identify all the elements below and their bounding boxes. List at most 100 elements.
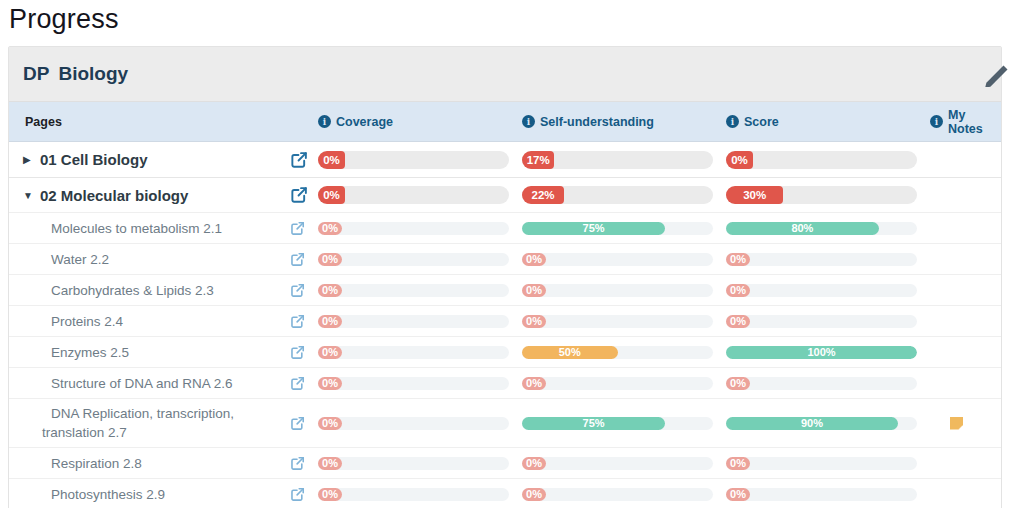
external-link-icon[interactable] bbox=[290, 283, 305, 298]
column-header-score: i Score bbox=[726, 115, 930, 129]
open-page-cell bbox=[290, 314, 318, 329]
external-link-icon[interactable] bbox=[290, 376, 305, 391]
score-progress-fill: 0% bbox=[726, 284, 750, 297]
page-name-cell[interactable]: ▶01 Cell Biology bbox=[9, 151, 290, 168]
coverage-cell: 0% bbox=[318, 315, 522, 328]
self-understanding-cell: 75% bbox=[522, 417, 726, 430]
external-link-glyph bbox=[290, 252, 305, 267]
self-understanding-progress-fill: 22% bbox=[522, 186, 564, 204]
external-link-icon[interactable] bbox=[290, 314, 305, 329]
open-page-cell bbox=[290, 416, 318, 431]
progress-value-label: 0% bbox=[730, 253, 746, 265]
coverage-progress-track: 0% bbox=[318, 284, 509, 297]
score-cell: 100% bbox=[726, 346, 930, 359]
self-understanding-progress-fill: 0% bbox=[522, 488, 546, 501]
coverage-progress-track: 0% bbox=[318, 377, 509, 390]
external-link-icon[interactable] bbox=[290, 487, 305, 502]
external-link-glyph bbox=[290, 186, 308, 204]
score-cell: 0% bbox=[726, 151, 930, 169]
self-understanding-progress-fill: 17% bbox=[522, 151, 554, 169]
self-understanding-cell: 22% bbox=[522, 186, 726, 204]
page-name-label: Enzymes 2.5 bbox=[51, 345, 129, 360]
self-understanding-progress-fill: 0% bbox=[522, 315, 546, 328]
info-icon[interactable]: i bbox=[318, 115, 331, 128]
score-progress-fill: 0% bbox=[726, 457, 750, 470]
coverage-progress-track: 0% bbox=[318, 222, 509, 235]
coverage-cell: 0% bbox=[318, 417, 522, 430]
page-name-label: Structure of DNA and RNA 2.6 bbox=[51, 376, 233, 391]
coverage-cell: 0% bbox=[318, 346, 522, 359]
external-link-icon[interactable] bbox=[290, 345, 305, 360]
external-link-glyph bbox=[290, 345, 305, 360]
score-progress-fill: 0% bbox=[726, 253, 750, 266]
collapse-arrow-icon[interactable]: ▼ bbox=[23, 190, 33, 201]
self-understanding-progress-track: 22% bbox=[522, 186, 713, 204]
open-page-cell bbox=[290, 252, 318, 267]
external-link-icon[interactable] bbox=[290, 416, 305, 431]
coverage-cell: 0% bbox=[318, 253, 522, 266]
external-link-icon[interactable] bbox=[290, 456, 305, 471]
progress-value-label: 75% bbox=[583, 222, 605, 234]
note-icon[interactable] bbox=[950, 417, 963, 430]
external-link-icon[interactable] bbox=[290, 252, 305, 267]
coverage-progress-track: 0% bbox=[318, 457, 509, 470]
coverage-progress-track: 0% bbox=[318, 488, 509, 501]
info-icon[interactable]: i bbox=[726, 115, 739, 128]
pencil-icon bbox=[982, 61, 1008, 87]
external-link-glyph bbox=[290, 376, 305, 391]
table-body: ▶01 Cell Biology0%17%0%▼02 Molecular bio… bbox=[9, 142, 1001, 508]
external-link-glyph bbox=[290, 314, 305, 329]
self-understanding-cell: 17% bbox=[522, 151, 726, 169]
self-understanding-progress-fill: 50% bbox=[522, 346, 618, 359]
info-icon[interactable]: i bbox=[522, 115, 535, 128]
page-row: Respiration 2.80%0%0% bbox=[9, 447, 1001, 478]
score-progress-track: 0% bbox=[726, 377, 917, 390]
score-progress-track: 100% bbox=[726, 346, 917, 359]
score-cell: 0% bbox=[726, 284, 930, 297]
progress-value-label: 0% bbox=[730, 284, 746, 296]
page-name-label: Molecules to metabolism 2.1 bbox=[51, 221, 222, 236]
external-link-icon[interactable] bbox=[290, 186, 308, 204]
edit-pencil-icon[interactable] bbox=[982, 61, 1008, 87]
coverage-cell: 0% bbox=[318, 284, 522, 297]
course-name: Biology bbox=[58, 63, 128, 84]
progress-value-label: 100% bbox=[807, 346, 835, 358]
course-progress-panel: DPBiology Pages i Coverage i Self-unders… bbox=[8, 46, 1002, 508]
progress-value-label: 0% bbox=[730, 315, 746, 327]
self-understanding-cell: 0% bbox=[522, 253, 726, 266]
progress-value-label: 0% bbox=[322, 284, 338, 296]
score-cell: 90% bbox=[726, 417, 930, 430]
self-understanding-progress-fill: 0% bbox=[522, 377, 546, 390]
info-icon[interactable]: i bbox=[930, 115, 943, 128]
score-cell: 0% bbox=[726, 377, 930, 390]
self-understanding-cell: 0% bbox=[522, 284, 726, 297]
open-page-cell bbox=[290, 487, 318, 502]
external-link-glyph bbox=[290, 151, 308, 169]
page-name-cell: Carbohydrates & Lipids 2.3 bbox=[9, 281, 290, 300]
self-understanding-progress-fill: 0% bbox=[522, 284, 546, 297]
coverage-cell: 0% bbox=[318, 186, 522, 204]
self-understanding-progress-track: 75% bbox=[522, 222, 713, 235]
progress-value-label: 50% bbox=[559, 346, 581, 358]
expand-arrow-icon[interactable]: ▶ bbox=[23, 154, 33, 165]
score-progress-track: 30% bbox=[726, 186, 917, 204]
self-understanding-progress-fill: 75% bbox=[522, 417, 665, 430]
page-row: Water 2.20%0%0% bbox=[9, 243, 1001, 274]
progress-value-label: 0% bbox=[323, 154, 340, 166]
self-understanding-progress-fill: 75% bbox=[522, 222, 665, 235]
coverage-progress-fill: 0% bbox=[318, 253, 342, 266]
external-link-icon[interactable] bbox=[290, 151, 308, 169]
progress-value-label: 0% bbox=[730, 377, 746, 389]
panel-header: DPBiology bbox=[9, 47, 1001, 102]
page-name-cell: Respiration 2.8 bbox=[9, 454, 290, 473]
page-name-cell[interactable]: ▼ 02 Molecular biology bbox=[9, 187, 290, 204]
self-understanding-progress-track: 17% bbox=[522, 151, 713, 169]
score-cell: 0% bbox=[726, 253, 930, 266]
progress-value-label: 75% bbox=[583, 417, 605, 429]
page-name-label: 02 Molecular biology bbox=[40, 187, 188, 204]
score-progress-track: 0% bbox=[726, 315, 917, 328]
external-link-glyph bbox=[290, 456, 305, 471]
coverage-progress-track: 0% bbox=[318, 151, 509, 169]
self-understanding-cell: 0% bbox=[522, 488, 726, 501]
external-link-icon[interactable] bbox=[290, 221, 305, 236]
